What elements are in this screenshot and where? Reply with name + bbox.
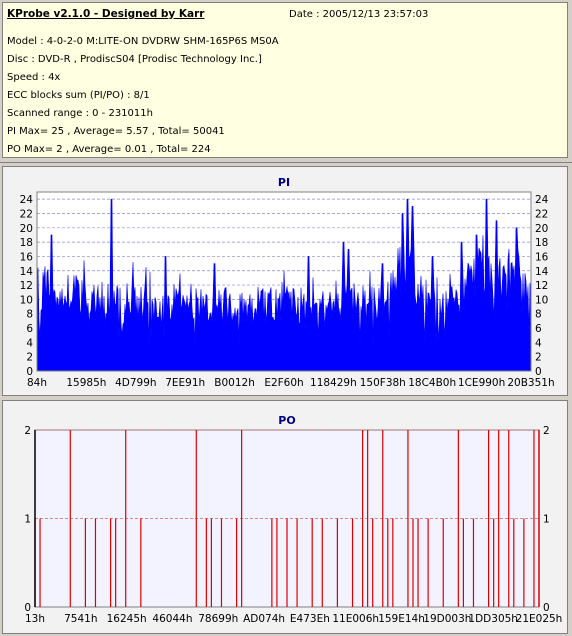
- x-tick-label: 7541h: [64, 613, 97, 625]
- y-tick-label-left: 24: [20, 194, 34, 206]
- x-tick-label: E473Eh: [290, 613, 330, 625]
- scan-date: Date : 2005/12/13 23:57:03: [289, 9, 429, 20]
- y-tick-label-left: 14: [20, 266, 34, 278]
- y-tick-label-left: 0: [24, 602, 31, 614]
- y-tick-label-right: 6: [535, 323, 542, 335]
- x-tick-label: 18C4B0h: [408, 377, 456, 389]
- po-chart: PO 0 0 1 1 2 2 13h 7541h 16245h 46044h 78699h AD074h…: [2, 400, 568, 634]
- y-tick-label-right: 22: [535, 208, 548, 220]
- pi-stats: PI Max= 25 , Average= 5.57 , Total= 5004…: [7, 126, 225, 137]
- pi-chart: PI 0 0 2 2 4 4 6 6 8 8 10 10 12 12 14 14 16 16 18 18 20 20 22 22…: [2, 166, 568, 396]
- x-tick-label: 20B351h: [507, 377, 554, 389]
- y-tick-label-right: 1: [543, 514, 550, 526]
- po-stats: PO Max= 2 , Average= 0.01 , Total= 224: [7, 144, 211, 155]
- x-tick-label: 7EE91h: [165, 377, 205, 389]
- x-tick-label: 159E14h: [378, 613, 425, 625]
- y-tick-label-left: 2: [24, 425, 31, 437]
- y-tick-label-right: 4: [535, 337, 542, 349]
- x-tick-label: 19D003h: [423, 613, 471, 625]
- y-tick-label-right: 12: [535, 280, 548, 292]
- y-tick-label-right: 8: [535, 309, 542, 321]
- y-tick-label-left: 10: [20, 294, 33, 306]
- y-tick-label-right: 0: [535, 366, 542, 378]
- x-tick-label: 15985h: [66, 377, 106, 389]
- x-tick-label: 13h: [25, 613, 45, 625]
- chart-title: PO: [278, 414, 295, 427]
- x-tick-label: 4D799h: [115, 377, 156, 389]
- x-tick-label: AD074h: [243, 613, 285, 625]
- x-tick-label: 118429h: [310, 377, 357, 389]
- x-tick-label: 16245h: [107, 613, 147, 625]
- x-tick-label: 78699h: [198, 613, 238, 625]
- x-tick-label: 150F38h: [360, 377, 406, 389]
- y-tick-label-left: 18: [20, 237, 33, 249]
- y-tick-label-right: 10: [535, 294, 548, 306]
- x-tick-label: B0012h: [214, 377, 255, 389]
- y-tick-label-left: 0: [26, 366, 33, 378]
- chart-title: PI: [278, 176, 290, 189]
- y-tick-label-left: 20: [20, 223, 33, 235]
- ecc-blocks: ECC blocks sum (PI/PO) : 8/1: [7, 90, 150, 101]
- pi-series-area: [36, 198, 532, 372]
- x-tick-label: 21E025h: [516, 613, 563, 625]
- y-tick-label-left: 2: [26, 352, 33, 364]
- y-tick-label-left: 16: [20, 251, 34, 263]
- app-title: KProbe v2.1.0 - Designed by Karr: [7, 8, 205, 20]
- y-tick-label-left: 1: [24, 514, 31, 526]
- y-tick-label-left: 6: [26, 323, 33, 335]
- po-chart-svg: PO 0 0 1 1 2 2 13h 7541h 16245h 46044h 78699h AD074h…: [24, 414, 563, 625]
- scan-speed: Speed : 4x: [7, 72, 61, 83]
- y-tick-label-right: 20: [535, 223, 548, 235]
- plot-border: [36, 191, 532, 372]
- y-tick-label-right: 18: [535, 237, 548, 249]
- y-tick-label-left: 22: [20, 208, 33, 220]
- x-tick-label: 84h: [27, 377, 47, 389]
- y-tick-label-right: 0: [543, 602, 550, 614]
- y-tick-label-right: 16: [535, 251, 549, 263]
- top-divider: [0, 162, 572, 163]
- y-tick-label-right: 2: [535, 352, 542, 364]
- x-tick-label: 1CE990h: [458, 377, 505, 389]
- x-tick-label: 11E006h: [332, 613, 379, 625]
- y-tick-label-right: 2: [543, 425, 550, 437]
- x-tick-label: 46044h: [152, 613, 192, 625]
- disc-info-panel: KProbe v2.1.0 - Designed by Karr Date : …: [2, 2, 568, 158]
- x-tick-label: 1DD305h: [468, 613, 518, 625]
- drive-model: Model : 4-0-2-0 M:LITE-ON DVDRW SHM-165P…: [7, 36, 279, 47]
- y-tick-label-left: 12: [20, 280, 33, 292]
- x-tick-label: E2F60h: [264, 377, 303, 389]
- disc-type: Disc : DVD-R , ProdiscS04 [Prodisc Techn…: [7, 54, 262, 65]
- y-tick-label-left: 8: [26, 309, 33, 321]
- y-tick-label-left: 4: [26, 337, 33, 349]
- y-tick-label-right: 14: [535, 266, 549, 278]
- scanned-range: Scanned range : 0 - 231011h: [7, 108, 153, 119]
- y-tick-label-right: 24: [535, 194, 549, 206]
